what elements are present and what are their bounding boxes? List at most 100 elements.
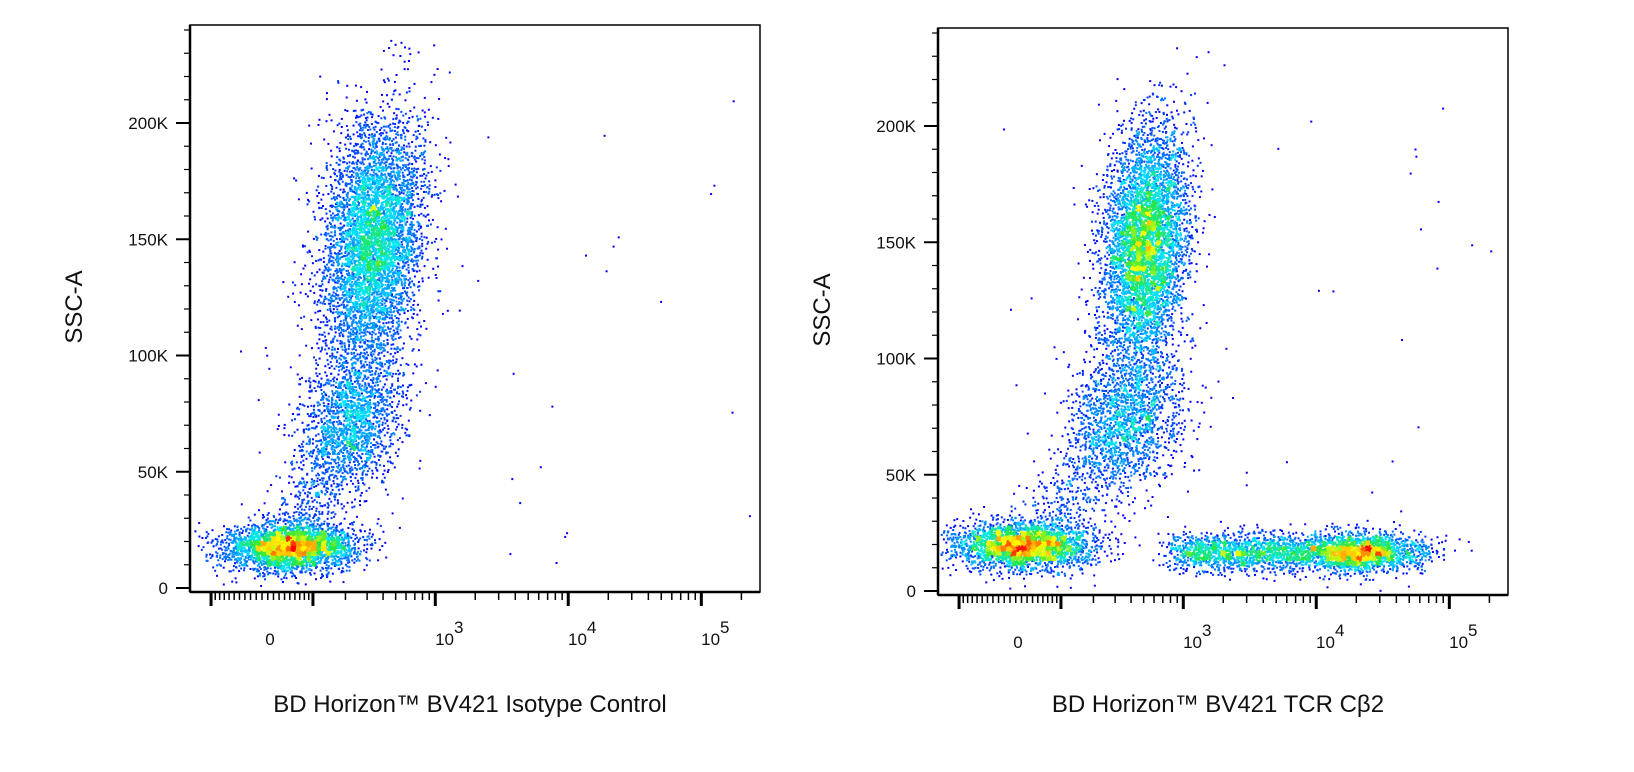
- data-point: [309, 565, 312, 568]
- data-point: [312, 525, 315, 528]
- data-point: [303, 508, 306, 511]
- data-point: [359, 341, 362, 344]
- data-point: [303, 559, 306, 561]
- data-point: [272, 561, 275, 564]
- data-point: [302, 536, 305, 539]
- data-point: [257, 564, 260, 567]
- data-point: [336, 542, 339, 545]
- data-points: [194, 39, 751, 587]
- data-point: [238, 564, 241, 567]
- data-point: [251, 527, 254, 530]
- data-point: [274, 566, 277, 569]
- data-point: [396, 350, 399, 353]
- data-point: [297, 549, 300, 552]
- data-point: [259, 552, 262, 555]
- data-point: [385, 195, 388, 198]
- data-point: [297, 547, 300, 550]
- data-point: [236, 526, 239, 529]
- data-point: [322, 538, 325, 541]
- data-point: [216, 574, 218, 577]
- data-point: [309, 572, 312, 575]
- data-point: [297, 536, 300, 539]
- data-point: [253, 547, 256, 550]
- data-point: [222, 541, 225, 544]
- data-point: [423, 236, 426, 239]
- data-point: [246, 551, 249, 554]
- data-point: [389, 305, 392, 308]
- data-point: [347, 253, 350, 256]
- data-point: [321, 556, 324, 559]
- data-point: [283, 558, 286, 561]
- data-point: [382, 100, 385, 103]
- data-point: [383, 383, 386, 386]
- data-point: [222, 583, 225, 586]
- data-point: [257, 546, 260, 548]
- data-point: [256, 525, 259, 528]
- data-point: [272, 572, 275, 575]
- data-point: [393, 217, 396, 220]
- data-point: [350, 301, 353, 303]
- data-point: [205, 553, 208, 556]
- data-point: [354, 542, 357, 545]
- data-point: [309, 545, 312, 548]
- data-point: [325, 98, 328, 101]
- data-point: [337, 560, 340, 563]
- data-point: [275, 560, 277, 562]
- data-point: [253, 513, 256, 516]
- data-point: [385, 164, 387, 167]
- data-point: [232, 569, 235, 572]
- data-point: [420, 187, 423, 190]
- data-point: [363, 139, 365, 142]
- data-point: [370, 547, 373, 550]
- data-point: [365, 556, 368, 559]
- data-point: [383, 287, 386, 290]
- data-point: [352, 521, 355, 524]
- data-point: [239, 559, 242, 562]
- data-point: [290, 527, 293, 530]
- data-point: [329, 243, 332, 245]
- data-point: [263, 530, 266, 532]
- data-point: [290, 571, 293, 574]
- data-point: [332, 130, 335, 133]
- data-point: [241, 550, 244, 553]
- data-point: [330, 295, 333, 298]
- data-point: [321, 566, 324, 569]
- data-point: [362, 198, 365, 201]
- data-point: [445, 136, 448, 139]
- data-point: [366, 535, 369, 538]
- data-point: [281, 555, 284, 558]
- data-point: [317, 544, 320, 547]
- data-point: [293, 177, 296, 180]
- data-point: [256, 544, 259, 547]
- data-point: [322, 314, 325, 317]
- data-point: [303, 245, 306, 248]
- data-point: [346, 565, 349, 568]
- data-point: [317, 529, 320, 532]
- data-point: [423, 144, 426, 147]
- data-point: [409, 286, 412, 289]
- data-point: [258, 546, 261, 549]
- data-point: [301, 545, 304, 548]
- data-point: [221, 539, 224, 542]
- data-point: [364, 291, 367, 294]
- data-point: [295, 548, 298, 551]
- data-point: [347, 539, 350, 542]
- data-point: [295, 534, 298, 537]
- data-point: [343, 546, 346, 549]
- data-point: [268, 546, 271, 548]
- data-point: [323, 269, 326, 272]
- data-point: [224, 560, 226, 563]
- data-point: [304, 264, 307, 267]
- data-point: [370, 326, 373, 329]
- data-point: [399, 166, 402, 169]
- data-point: [408, 335, 411, 338]
- data-point: [267, 520, 270, 523]
- data-point: [291, 548, 294, 551]
- data-point: [238, 535, 241, 538]
- data-point: [346, 378, 349, 381]
- data-point: [308, 518, 311, 521]
- data-point: [239, 538, 241, 541]
- data-point: [351, 241, 354, 244]
- data-point: [344, 541, 347, 544]
- data-point: [296, 536, 299, 539]
